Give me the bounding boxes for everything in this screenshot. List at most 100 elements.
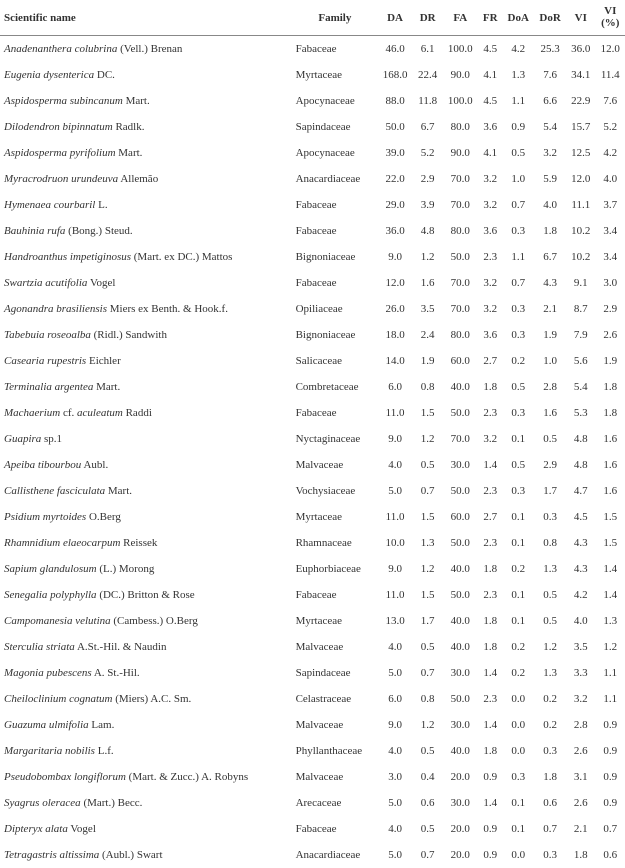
cell-dor: 2.8	[534, 374, 566, 400]
cell-dr: 0.7	[413, 842, 442, 868]
cell-fr: 3.6	[478, 322, 502, 348]
cell-fr: 4.1	[478, 140, 502, 166]
cell-family: Opiliaceae	[293, 296, 378, 322]
cell-vip: 1.1	[595, 686, 625, 712]
cell-scientific-name: Eugenia dysenterica DC.	[0, 62, 293, 88]
cell-fa: 30.0	[442, 660, 478, 686]
cell-da: 29.0	[377, 192, 413, 218]
cell-dr: 0.5	[413, 738, 442, 764]
cell-doa: 0.5	[502, 374, 534, 400]
cell-fa: 60.0	[442, 348, 478, 374]
cell-vip: 3.4	[595, 218, 625, 244]
cell-fa: 50.0	[442, 400, 478, 426]
cell-doa: 0.1	[502, 530, 534, 556]
cell-dor: 1.3	[534, 660, 566, 686]
table-row: Senegalia polyphylla (DC.) Britton & Ros…	[0, 582, 625, 608]
cell-doa: 0.1	[502, 582, 534, 608]
cell-dor: 0.5	[534, 582, 566, 608]
cell-vi: 4.3	[566, 556, 595, 582]
cell-dr: 1.2	[413, 712, 442, 738]
cell-fr: 1.4	[478, 790, 502, 816]
table-row: Machaerium cf. aculeatum RaddiFabaceae11…	[0, 400, 625, 426]
cell-da: 168.0	[377, 62, 413, 88]
col-vi-pct: VI (%)	[595, 0, 625, 36]
cell-fa: 50.0	[442, 530, 478, 556]
cell-doa: 0.1	[502, 608, 534, 634]
cell-scientific-name: Machaerium cf. aculeatum Raddi	[0, 400, 293, 426]
cell-scientific-name: Rhamnidium elaeocarpum Reissek	[0, 530, 293, 556]
cell-scientific-name: Myracrodruon urundeuva Allemão	[0, 166, 293, 192]
col-family: Family	[293, 0, 378, 36]
cell-fr: 3.2	[478, 270, 502, 296]
cell-dr: 6.1	[413, 36, 442, 63]
cell-fa: 80.0	[442, 322, 478, 348]
cell-vi: 9.1	[566, 270, 595, 296]
cell-family: Arecaceae	[293, 790, 378, 816]
cell-dor: 0.5	[534, 426, 566, 452]
cell-dr: 6.7	[413, 114, 442, 140]
cell-fa: 60.0	[442, 504, 478, 530]
table-row: Agonandra brasiliensis Miers ex Benth. &…	[0, 296, 625, 322]
cell-family: Fabaceae	[293, 400, 378, 426]
cell-dr: 0.8	[413, 686, 442, 712]
cell-vip: 7.6	[595, 88, 625, 114]
cell-vi: 2.6	[566, 790, 595, 816]
cell-da: 3.0	[377, 764, 413, 790]
cell-family: Fabaceae	[293, 218, 378, 244]
table-row: Bauhinia rufa (Bong.) Steud.Fabaceae36.0…	[0, 218, 625, 244]
cell-dr: 2.4	[413, 322, 442, 348]
cell-vip: 0.9	[595, 790, 625, 816]
cell-fa: 40.0	[442, 374, 478, 400]
cell-vip: 1.2	[595, 634, 625, 660]
col-vi: VI	[566, 0, 595, 36]
cell-da: 22.0	[377, 166, 413, 192]
cell-vip: 1.5	[595, 530, 625, 556]
cell-family: Sapindaceae	[293, 114, 378, 140]
cell-doa: 0.3	[502, 400, 534, 426]
table-row: Magonia pubescens A. St.-Hil.Sapindaceae…	[0, 660, 625, 686]
cell-dr: 3.5	[413, 296, 442, 322]
cell-vip: 1.6	[595, 478, 625, 504]
cell-doa: 0.2	[502, 556, 534, 582]
cell-doa: 1.3	[502, 62, 534, 88]
cell-vi: 4.3	[566, 530, 595, 556]
cell-fa: 90.0	[442, 62, 478, 88]
col-scientific-name: Scientific name	[0, 0, 293, 36]
cell-dr: 1.5	[413, 504, 442, 530]
table-row: Terminalia argentea Mart.Combretaceae6.0…	[0, 374, 625, 400]
cell-vi: 3.1	[566, 764, 595, 790]
cell-fr: 0.9	[478, 816, 502, 842]
table-body: Anadenanthera colubrina (Vell.) BrenanFa…	[0, 36, 625, 868]
cell-vip: 0.9	[595, 764, 625, 790]
cell-vi: 22.9	[566, 88, 595, 114]
cell-scientific-name: Senegalia polyphylla (DC.) Britton & Ros…	[0, 582, 293, 608]
cell-fr: 1.4	[478, 452, 502, 478]
cell-dor: 0.7	[534, 816, 566, 842]
cell-vi: 11.1	[566, 192, 595, 218]
cell-family: Fabaceae	[293, 816, 378, 842]
cell-da: 11.0	[377, 582, 413, 608]
species-table: Scientific name Family DA DR FA FR DoA D…	[0, 0, 625, 868]
cell-fa: 20.0	[442, 842, 478, 868]
cell-da: 36.0	[377, 218, 413, 244]
table-row: Aspidosperma subincanum Mart.Apocynaceae…	[0, 88, 625, 114]
cell-scientific-name: Syagrus oleracea (Mart.) Becc.	[0, 790, 293, 816]
cell-doa: 0.1	[502, 790, 534, 816]
cell-dr: 4.8	[413, 218, 442, 244]
cell-fa: 30.0	[442, 452, 478, 478]
cell-vip: 1.8	[595, 374, 625, 400]
cell-fr: 2.3	[478, 686, 502, 712]
cell-da: 9.0	[377, 712, 413, 738]
cell-dr: 1.7	[413, 608, 442, 634]
cell-doa: 4.2	[502, 36, 534, 63]
cell-fr: 1.8	[478, 634, 502, 660]
cell-dr: 3.9	[413, 192, 442, 218]
table-row: Handroanthus impetiginosus (Mart. ex DC.…	[0, 244, 625, 270]
cell-dr: 0.7	[413, 660, 442, 686]
cell-scientific-name: Sapium glandulosum (L.) Morong	[0, 556, 293, 582]
cell-fa: 40.0	[442, 738, 478, 764]
cell-dor: 6.6	[534, 88, 566, 114]
cell-da: 18.0	[377, 322, 413, 348]
cell-fr: 1.8	[478, 738, 502, 764]
cell-fr: 3.6	[478, 218, 502, 244]
